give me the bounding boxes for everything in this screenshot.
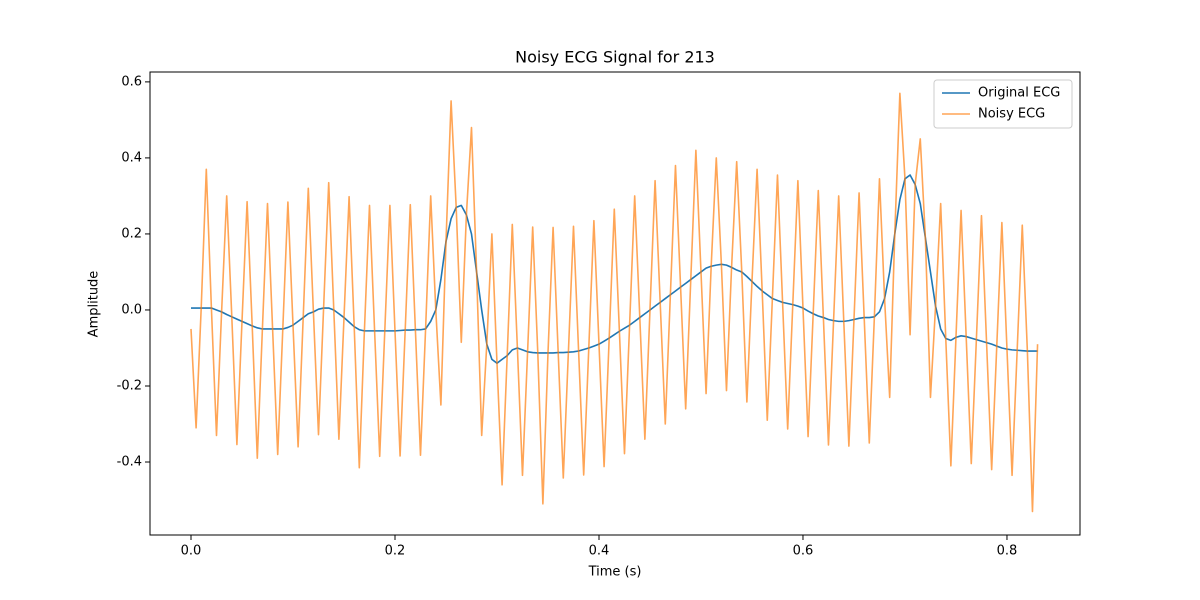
legend-label: Noisy ECG [978,107,1045,122]
y-tick-label: -0.4 [117,455,142,470]
chart-title: Noisy ECG Signal for 213 [515,48,715,67]
x-tick-label: 0.0 [181,544,202,559]
series-line [191,174,1038,364]
plot-frame [149,71,1081,536]
series-line [190,92,1039,513]
x-tick-label: 0.8 [997,544,1018,559]
y-tick-label: 0.0 [121,302,142,317]
x-tick-label: 0.6 [793,544,814,559]
y-axis-label: Amplitude [87,271,102,338]
y-tick-label: -0.2 [117,378,142,393]
x-tick-label: 0.2 [385,544,406,559]
legend-label: Original ECG [978,86,1060,101]
y-tick-label: 0.4 [121,150,142,165]
y-tick-label: 0.6 [121,74,142,89]
legend-box [933,79,1073,129]
x-axis-label: Time (s) [588,565,642,580]
x-tick-label: 0.4 [589,544,610,559]
y-tick-label: 0.2 [121,226,142,241]
